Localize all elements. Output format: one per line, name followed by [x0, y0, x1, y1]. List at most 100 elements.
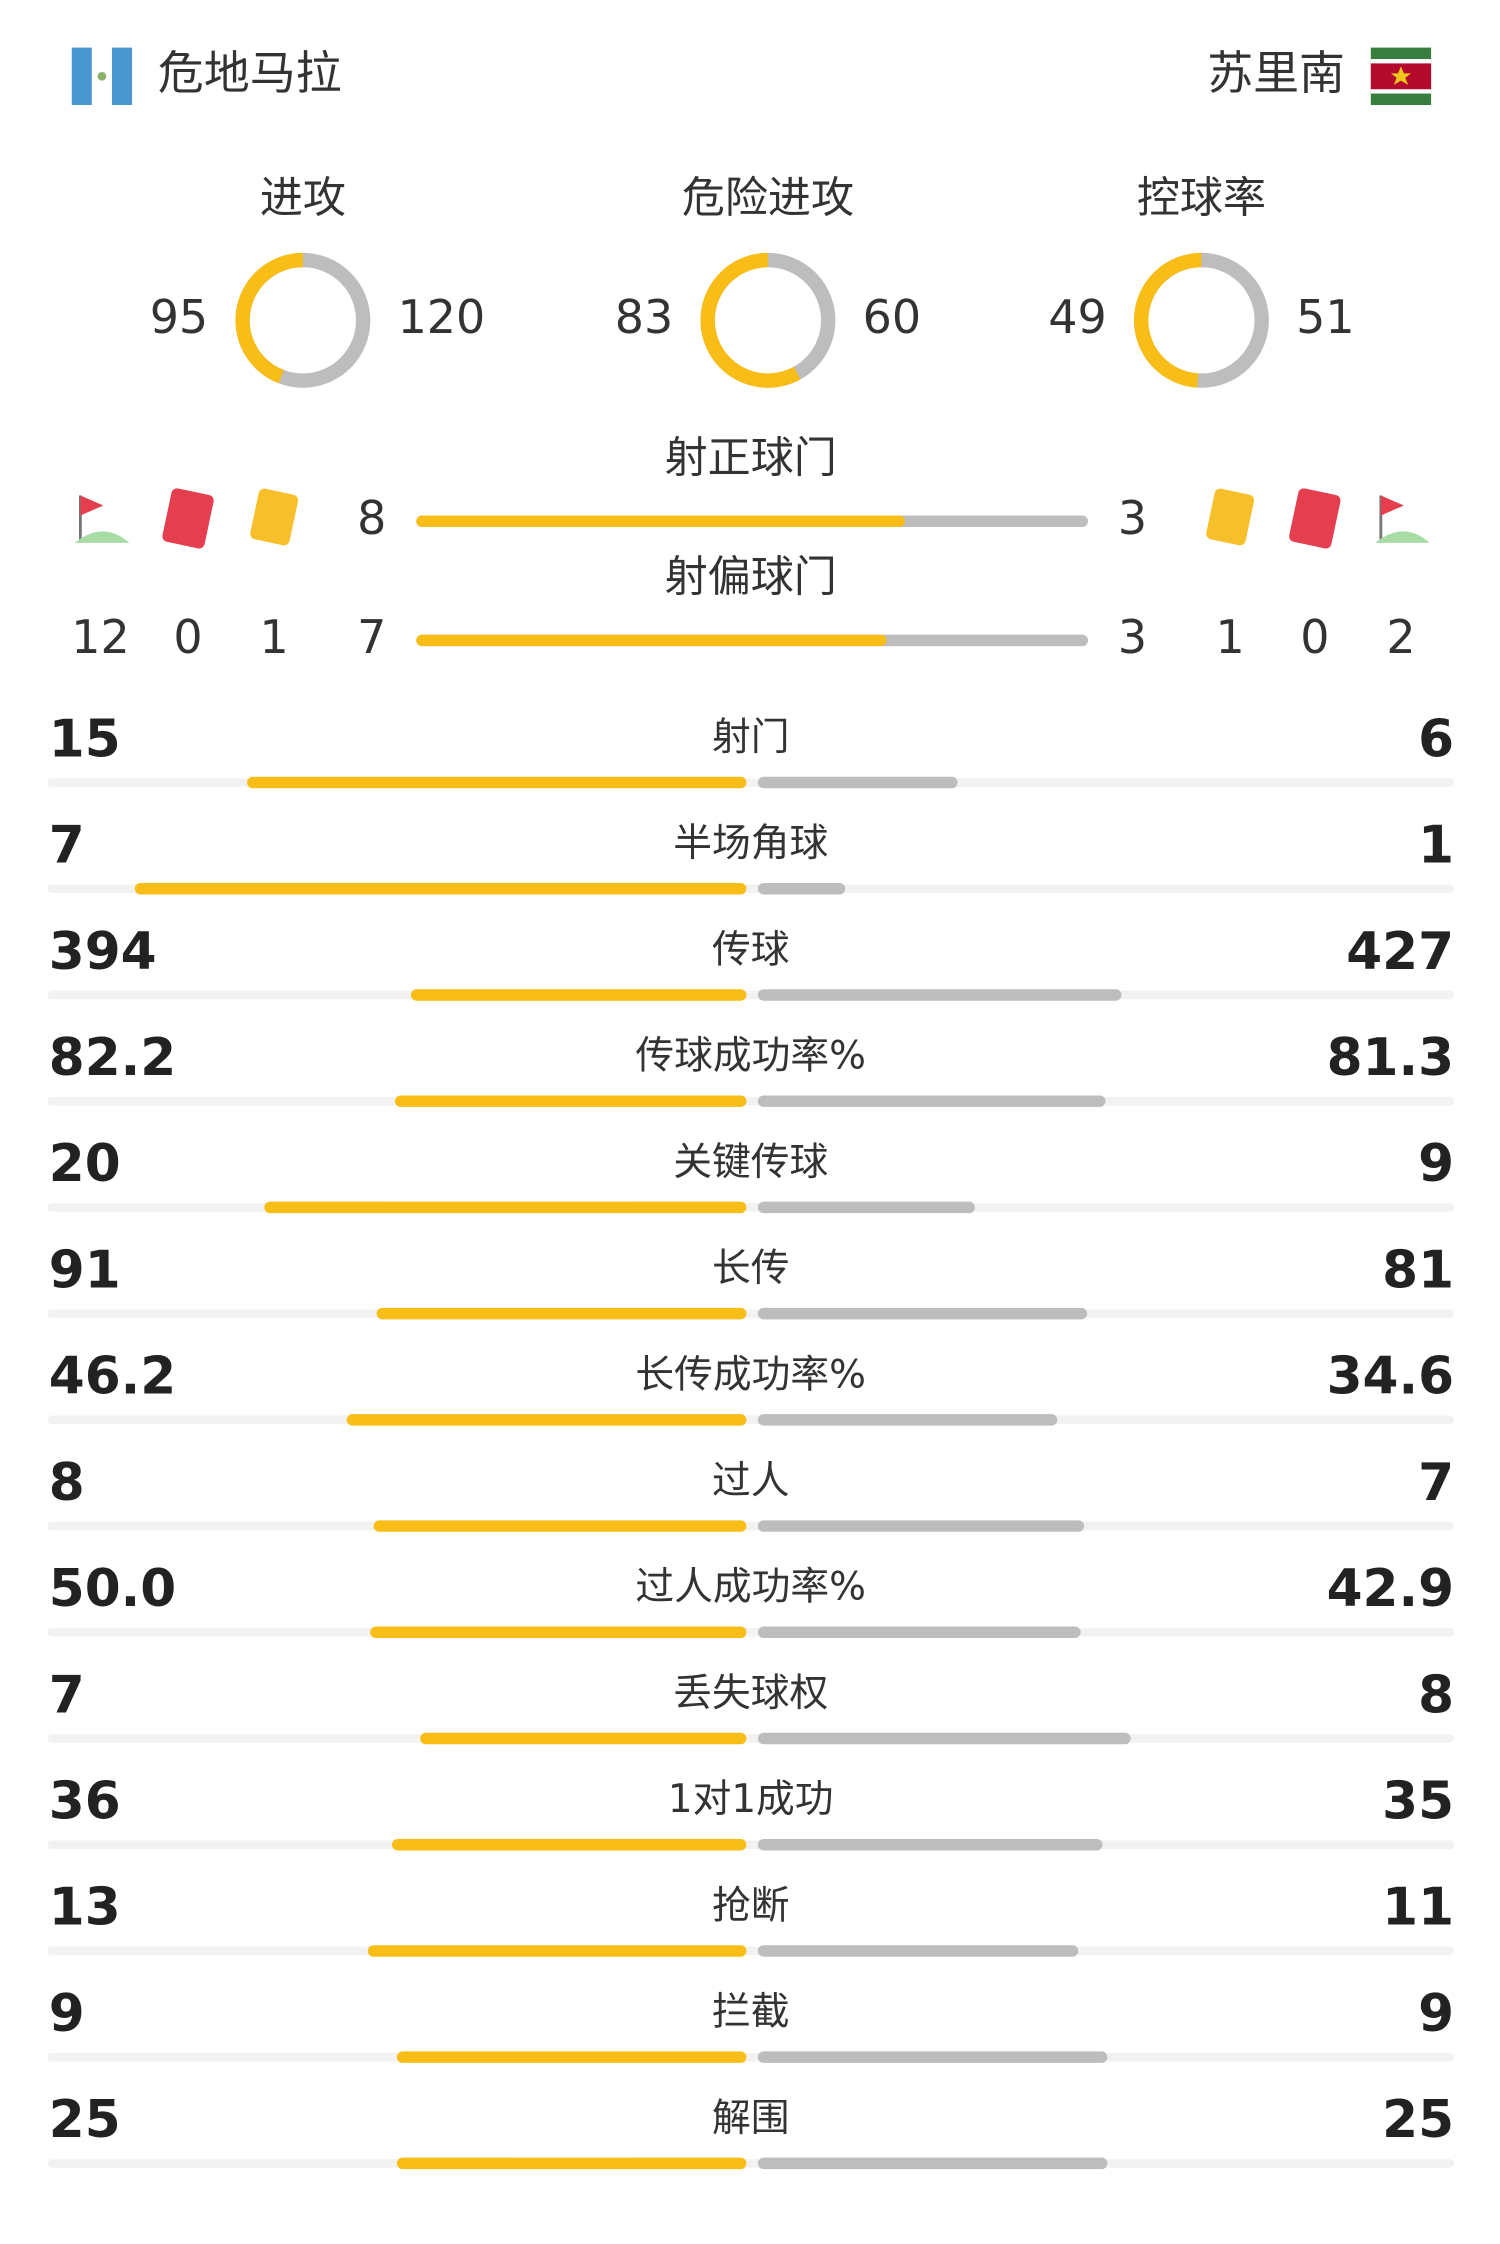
stat-away-value: 35 — [1382, 1772, 1454, 1832]
stat-home-value: 20 — [49, 1134, 121, 1194]
stat-home-bar — [420, 1732, 747, 1745]
stat-away-bar — [757, 776, 958, 789]
stat-label: 半场角球 — [673, 821, 828, 866]
stat-away-value: 427 — [1346, 922, 1454, 982]
stat-label: 射门 — [712, 715, 790, 760]
stat-track — [47, 1309, 1455, 1318]
stat-away-value: 1 — [1418, 816, 1454, 876]
stat-track — [47, 2052, 1455, 2062]
stat-track — [47, 1627, 1455, 1637]
stat-away-value: 42.9 — [1327, 1559, 1454, 1619]
home-flag — [71, 47, 133, 106]
stat-label: 传球成功率% — [635, 1034, 866, 1079]
count-value: 0 — [1300, 610, 1329, 664]
stat-home-value: 25 — [49, 2090, 121, 2150]
stat-home-bar — [247, 776, 747, 789]
stat-home-value: 7 — [49, 1665, 85, 1725]
stat-away-value: 9 — [1418, 1134, 1454, 1194]
away-icons — [1206, 488, 1430, 549]
stat-track — [47, 1203, 1455, 1212]
count-value: 2 — [1386, 610, 1415, 664]
stat-away-value: 25 — [1382, 2090, 1454, 2150]
stat-away-bar — [757, 1414, 1058, 1426]
stat-track — [47, 1096, 1455, 1106]
ring-label: 进攻 — [260, 174, 346, 224]
stat-away-value: 7 — [1418, 1453, 1454, 1513]
stat-away-bar — [757, 1945, 1079, 1957]
stat-home-value: 15 — [49, 709, 121, 769]
ring-label: 控球率 — [1137, 174, 1266, 224]
shot-away-value: 3 — [1118, 610, 1147, 664]
count-value: 12 — [71, 610, 129, 664]
stat-label: 过人 — [712, 1459, 790, 1504]
stat-away-value: 81.3 — [1327, 1028, 1454, 1088]
stat-home-bar — [264, 1201, 747, 1214]
stat-home-bar — [396, 2157, 747, 2170]
stat-home-value: 82.2 — [49, 1028, 176, 1088]
ring-home — [235, 252, 304, 384]
stat-home-value: 8 — [49, 1453, 85, 1513]
stat-home-value: 9 — [49, 1984, 85, 2044]
stat-home-value: 91 — [49, 1240, 121, 1300]
stat-away-value: 8 — [1418, 1665, 1454, 1725]
ring-home-value: 49 — [1048, 290, 1106, 344]
stat-away-value: 81 — [1382, 1240, 1454, 1300]
stat-away-value: 9 — [1418, 1984, 1454, 2044]
stat-label: 过人成功率% — [635, 1565, 866, 1610]
stat-away-bar — [757, 1307, 1088, 1320]
ring-home — [1133, 252, 1202, 388]
stat-home-bar — [373, 1520, 747, 1532]
stat-track — [47, 1840, 1455, 1850]
stat-away-bar — [757, 1732, 1131, 1745]
shot-label: 射偏球门 — [665, 553, 837, 603]
stat-away-bar — [757, 2157, 1108, 2170]
stat-home-bar — [396, 2051, 747, 2063]
shot-home-value: 7 — [357, 610, 386, 664]
stat-label: 解围 — [712, 2096, 790, 2141]
stat-away-value: 6 — [1418, 709, 1454, 769]
stat-home-value: 394 — [49, 922, 157, 982]
stat-track — [47, 1521, 1455, 1531]
stat-away-bar — [757, 989, 1122, 1001]
stat-home-bar — [376, 1307, 747, 1320]
ring-away-value: 51 — [1296, 290, 1354, 344]
stat-away-bar — [757, 2051, 1108, 2063]
stat-label: 拦截 — [712, 1990, 790, 2035]
stat-track — [47, 1946, 1455, 1956]
shot-home-value: 8 — [357, 491, 386, 545]
stat-home-bar — [134, 883, 747, 895]
stat-label: 长传 — [712, 1246, 790, 1291]
stat-away-bar — [757, 883, 846, 895]
stat-away-bar — [757, 1626, 1081, 1639]
stat-track — [47, 2159, 1455, 2168]
stat-label: 抢断 — [712, 1883, 790, 1928]
stat-label: 丢失球权 — [673, 1671, 828, 1716]
stat-home-value: 50.0 — [49, 1559, 176, 1619]
stat-away-value: 11 — [1382, 1878, 1454, 1938]
ring-label: 危险进攻 — [682, 174, 854, 224]
stat-away-bar — [757, 1520, 1085, 1532]
stat-label: 1对1成功 — [668, 1777, 834, 1822]
stat-home-bar — [394, 1095, 747, 1107]
stat-home-value: 13 — [49, 1878, 121, 1938]
stat-label: 长传成功率% — [635, 1352, 866, 1397]
stat-home-bar — [367, 1945, 747, 1957]
stat-track — [47, 1415, 1455, 1425]
stat-home-value: 7 — [49, 816, 85, 876]
ring-home-value: 83 — [615, 290, 673, 344]
count-value: 1 — [1216, 610, 1245, 664]
stat-home-bar — [410, 989, 747, 1001]
count-value: 0 — [173, 610, 202, 664]
ring-home — [700, 252, 801, 388]
stat-away-bar — [757, 1201, 975, 1214]
stat-away-bar — [757, 1838, 1103, 1851]
ring-away-value: 60 — [863, 290, 921, 344]
stat-home-value: 46.2 — [49, 1347, 176, 1407]
shot-away-value: 3 — [1118, 491, 1147, 545]
shot-label: 射正球门 — [665, 433, 837, 483]
stat-home-value: 36 — [49, 1772, 121, 1832]
stat-track — [47, 1734, 1455, 1743]
